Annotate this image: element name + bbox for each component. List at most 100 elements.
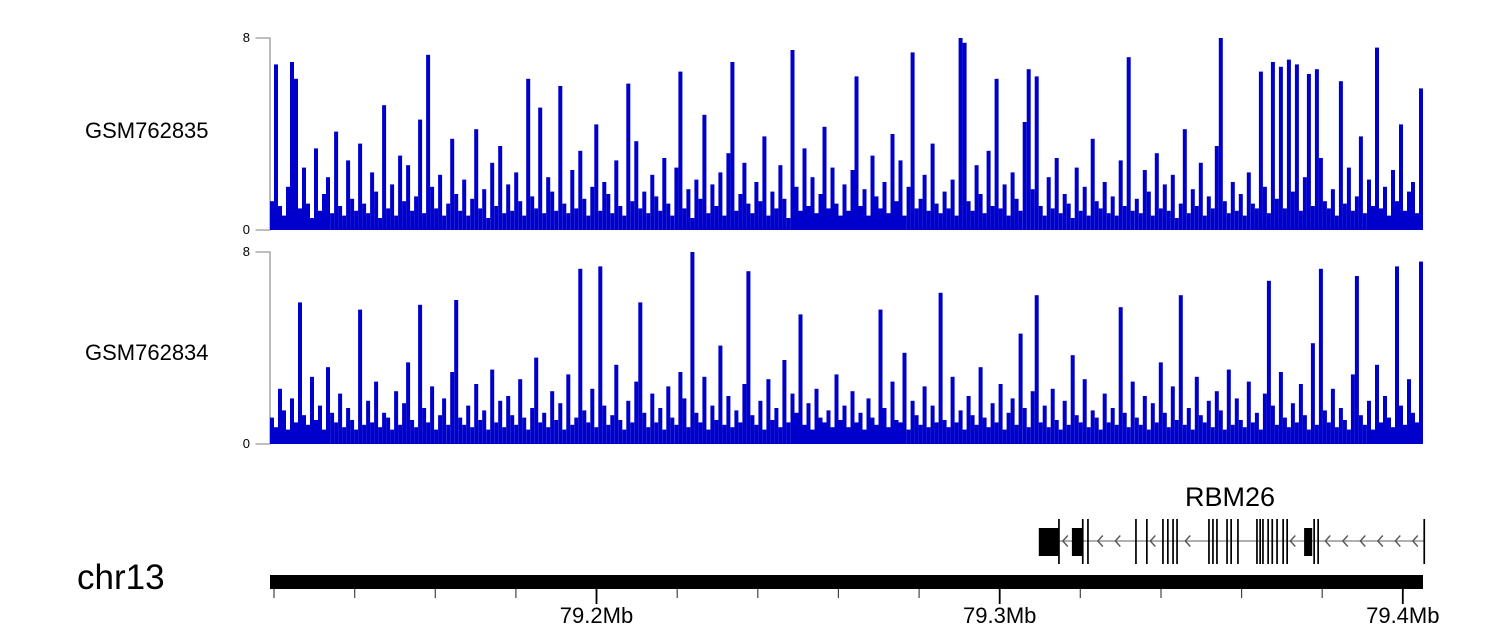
signal-bar: [630, 422, 635, 444]
signal-bar: [746, 271, 751, 444]
signal-bar: [410, 210, 415, 230]
signal-bar: [1082, 186, 1087, 230]
signal-bar: [702, 376, 707, 444]
signal-bar: [734, 410, 739, 444]
signal-bar: [274, 427, 278, 444]
signal-bar: [830, 167, 835, 230]
signal-bar: [730, 427, 735, 444]
signal-bar: [886, 427, 891, 444]
signal-bar: [542, 213, 547, 230]
signal-bar: [382, 105, 387, 230]
signal-bar: [1066, 203, 1071, 230]
signal-bar: [634, 381, 639, 444]
signal-bar: [1014, 198, 1019, 230]
signal-bar: [1290, 403, 1295, 444]
signal-bar: [1238, 420, 1243, 444]
signal-bar: [1338, 408, 1343, 444]
signal-bar: [518, 379, 523, 444]
signal-bar: [1214, 146, 1219, 230]
signal-bar: [382, 412, 387, 444]
signal-bar: [766, 215, 771, 230]
signal-bar: [1375, 364, 1379, 444]
signal-bar: [806, 206, 811, 230]
signal-bar: [1242, 215, 1247, 230]
signal-bar: [1022, 122, 1027, 230]
signal-bar: [638, 208, 643, 230]
signal-bar: [306, 203, 310, 230]
exon-line: [1271, 519, 1274, 564]
signal-bar: [434, 429, 439, 444]
signal-bar: [1254, 208, 1259, 230]
signal-bar: [1086, 427, 1091, 444]
signal-bar: [838, 215, 843, 230]
signal-bar: [434, 208, 439, 230]
signal-bar: [474, 384, 479, 444]
signal-bar: [490, 162, 495, 230]
exon-line: [1286, 519, 1288, 564]
signal-bar: [1274, 424, 1279, 444]
signal-bar: [418, 304, 423, 444]
signal-bar: [570, 424, 575, 444]
signal-bar: [1150, 403, 1155, 444]
signal-bar: [902, 352, 907, 444]
signal-bar: [1391, 170, 1395, 230]
signal-bar: [978, 367, 983, 444]
signal-bar: [1330, 388, 1335, 444]
signal-bar: [1146, 191, 1151, 230]
track2-ymax-tick-label: 8: [242, 244, 250, 259]
signal-bar: [414, 427, 419, 444]
signal-bar: [1154, 153, 1159, 230]
signal-bar: [422, 408, 427, 444]
signal-bar: [550, 191, 555, 230]
signal-bar: [1182, 424, 1187, 444]
signal-bar: [422, 213, 427, 230]
signal-bar: [1379, 422, 1383, 444]
signal-bar: [458, 417, 463, 444]
signal-bar: [958, 410, 963, 444]
exon-line: [1172, 519, 1174, 564]
signal-bar: [306, 424, 310, 444]
exon-line: [1267, 519, 1269, 564]
signal-bar: [1206, 400, 1211, 444]
signal-bar: [1334, 427, 1339, 444]
signal-bar: [834, 374, 839, 444]
track-label-gsm762835: GSM762835: [85, 118, 209, 143]
signal-bar: [994, 78, 999, 230]
signal-bar: [678, 71, 683, 230]
signal-bar: [762, 136, 767, 230]
signal-bar: [890, 134, 895, 230]
signal-bar: [626, 400, 631, 444]
signal-bar: [1178, 203, 1183, 230]
signal-bar: [294, 78, 298, 230]
signal-bar: [618, 420, 623, 444]
signal-bar: [774, 408, 779, 444]
signal-bar: [1054, 158, 1059, 230]
signal-bar: [1415, 422, 1419, 444]
signal-bar: [530, 196, 535, 230]
signal-bar: [990, 403, 995, 444]
signal-bar: [782, 198, 787, 230]
signal-bar: [1330, 189, 1335, 230]
signal-bar: [1298, 210, 1303, 230]
signal-bar: [442, 398, 447, 444]
strand-arrow: [1359, 535, 1366, 547]
signal-bar: [298, 302, 302, 444]
signal-bar: [1407, 191, 1411, 230]
signal-bar: [798, 210, 803, 230]
signal-bar: [798, 314, 803, 444]
signal-bar: [1411, 182, 1415, 230]
signal-bar: [1306, 74, 1311, 230]
signal-bar: [954, 215, 959, 230]
signal-bar: [738, 194, 743, 230]
signal-bar: [386, 208, 391, 230]
signal-bar: [1110, 196, 1115, 230]
exon-line: [1230, 519, 1232, 564]
exon-line: [1146, 519, 1148, 564]
signal-bar: [658, 210, 663, 230]
signal-bar: [1094, 201, 1099, 230]
signal-bar: [662, 158, 667, 230]
signal-bar: [330, 412, 335, 444]
signal-bar: [602, 182, 607, 230]
signal-bar: [982, 417, 987, 444]
